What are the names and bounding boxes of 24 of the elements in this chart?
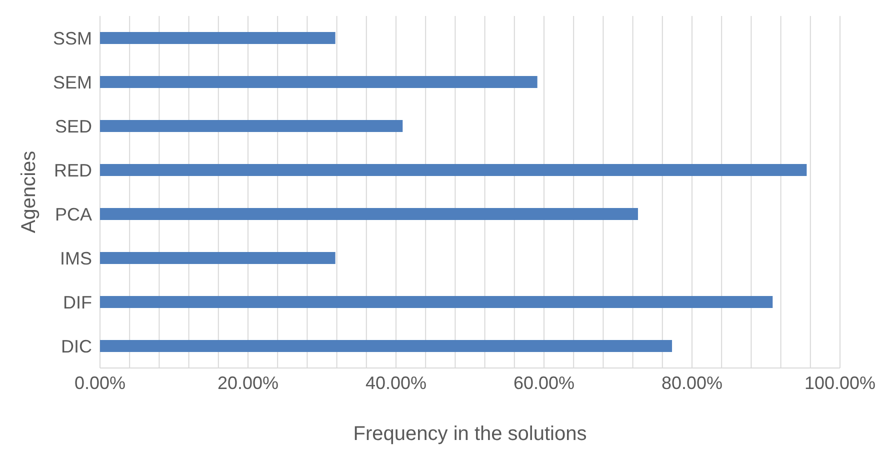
bar [100, 32, 336, 44]
x-tick-label: 100.00% [804, 372, 876, 393]
x-tick-label: 40.00% [365, 372, 427, 393]
x-tick-label: 80.00% [661, 372, 723, 393]
x-tick-label: 20.00% [217, 372, 279, 393]
x-axis-title: Frequency in the solutions [353, 423, 587, 446]
y-tick-label: RED [54, 160, 92, 180]
bar [100, 164, 807, 176]
y-tick-label: PCA [54, 204, 92, 224]
y-tick-label: SEM [52, 72, 92, 92]
x-tick-label: 60.00% [513, 372, 575, 393]
y-axis-title: Agencies [18, 150, 40, 234]
bar [100, 76, 538, 88]
bar [100, 252, 336, 264]
y-tick-label: SED [54, 116, 92, 136]
bar [100, 340, 672, 352]
bar [100, 120, 403, 132]
bar [100, 208, 638, 220]
y-tick-label: DIC [61, 336, 92, 356]
bar [100, 296, 773, 308]
y-tick-label: IMS [60, 248, 92, 268]
y-tick-label: DIF [63, 292, 92, 312]
x-tick-label: 0.00% [74, 372, 126, 393]
y-tick-label: SSM [52, 28, 92, 48]
